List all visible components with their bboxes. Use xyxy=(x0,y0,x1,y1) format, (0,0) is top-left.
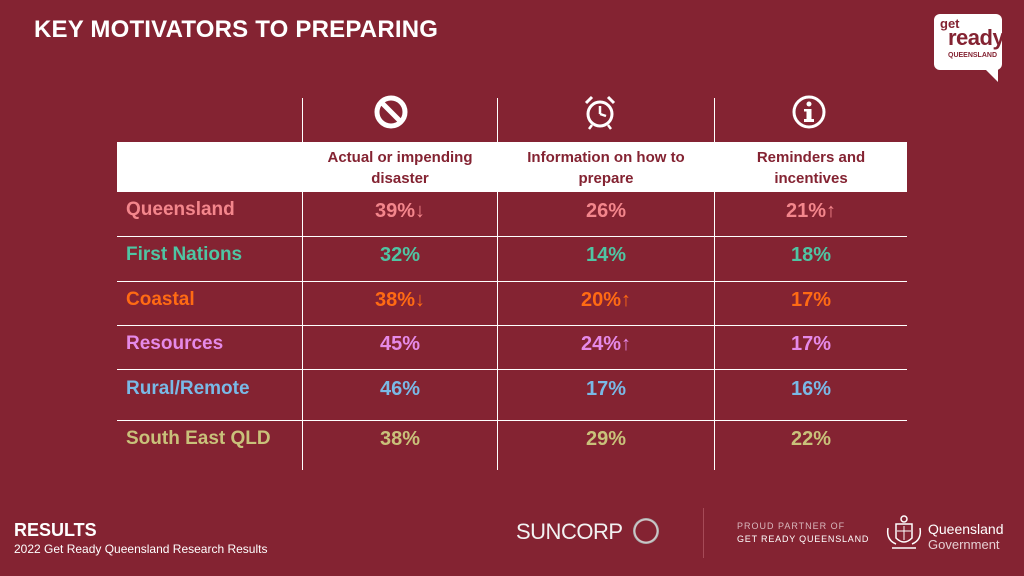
column-header-information: Information on how to prepare xyxy=(527,149,685,187)
suncorp-ring-icon xyxy=(633,518,659,544)
get-ready-queensland-logo: get ready QUEENSLAND xyxy=(934,14,1005,70)
cell-south-east-qld-disaster: 38% xyxy=(379,428,421,450)
slide-title: KEY MOTIVATORS TO PREPARING xyxy=(34,16,439,43)
cell-resources-reminders: 17% xyxy=(790,333,832,355)
footer-subtitle: 2022 Get Ready Queensland Research Resul… xyxy=(14,542,268,556)
cell-south-east-qld-information: 29% xyxy=(585,428,627,450)
logo-line-ready: ready xyxy=(948,25,1005,50)
cell-south-east-qld-reminders: 22% xyxy=(790,428,832,450)
row-label-south-east-qld: South East QLD xyxy=(126,428,271,449)
cell-rural-remote-disaster: 46% xyxy=(379,378,421,400)
cell-queensland-reminders: 21%↑ xyxy=(785,200,837,222)
footer-divider xyxy=(703,508,704,558)
cell-queensland-disaster: 39%↓ xyxy=(374,200,426,222)
cell-rural-remote-information: 17% xyxy=(585,378,627,400)
column-divider-1 xyxy=(302,98,303,470)
cell-coastal-disaster: 38%↓ xyxy=(374,289,426,311)
alarm-clock-icon xyxy=(584,95,616,130)
prohibited-icon xyxy=(374,95,408,129)
cell-first-nations-reminders: 18% xyxy=(790,244,832,266)
logo-line-queensland: QUEENSLAND xyxy=(948,52,998,59)
cell-resources-information: 24%↑ xyxy=(580,333,632,355)
gov-line-2: Government xyxy=(928,537,1000,552)
cell-resources-disaster: 45% xyxy=(379,333,421,355)
column-header-disaster: Actual or impending disaster xyxy=(327,149,473,187)
logo-line-get: get xyxy=(940,16,960,31)
cell-first-nations-disaster: 32% xyxy=(379,244,421,266)
logo-speech-tail xyxy=(980,64,998,82)
cell-queensland-information: 26% xyxy=(585,200,627,222)
cell-rural-remote-reminders: 16% xyxy=(790,378,832,400)
row-divider xyxy=(117,369,907,370)
cell-first-nations-information: 14% xyxy=(585,244,627,266)
row-label-first-nations: First Nations xyxy=(126,244,243,265)
table-header-row xyxy=(117,142,907,192)
queensland-crest-icon xyxy=(886,515,922,549)
row-label-coastal: Coastal xyxy=(126,289,195,310)
row-label-resources: Resources xyxy=(126,333,224,354)
row-divider xyxy=(117,281,907,282)
column-divider-2 xyxy=(497,98,498,470)
row-divider xyxy=(117,325,907,326)
row-label-queensland: Queensland xyxy=(126,199,235,220)
cell-coastal-reminders: 17% xyxy=(790,289,832,311)
footer-section-title: RESULTS xyxy=(14,520,97,540)
cell-coastal-information: 20%↑ xyxy=(580,289,632,311)
gov-line-1: Queensland xyxy=(928,521,1004,537)
column-header-reminders: Reminders and incentives xyxy=(756,149,866,187)
column-divider-3 xyxy=(714,98,715,470)
row-divider xyxy=(117,420,907,421)
partner-line-2: GET READY QUEENSLAND xyxy=(737,534,870,544)
row-divider xyxy=(117,236,907,237)
suncorp-logo-text: SUNCORP xyxy=(516,519,623,544)
info-icon xyxy=(792,95,826,129)
row-label-rural-remote: Rural/Remote xyxy=(126,378,250,399)
partner-line-1: PROUD PARTNER OF xyxy=(737,521,846,531)
